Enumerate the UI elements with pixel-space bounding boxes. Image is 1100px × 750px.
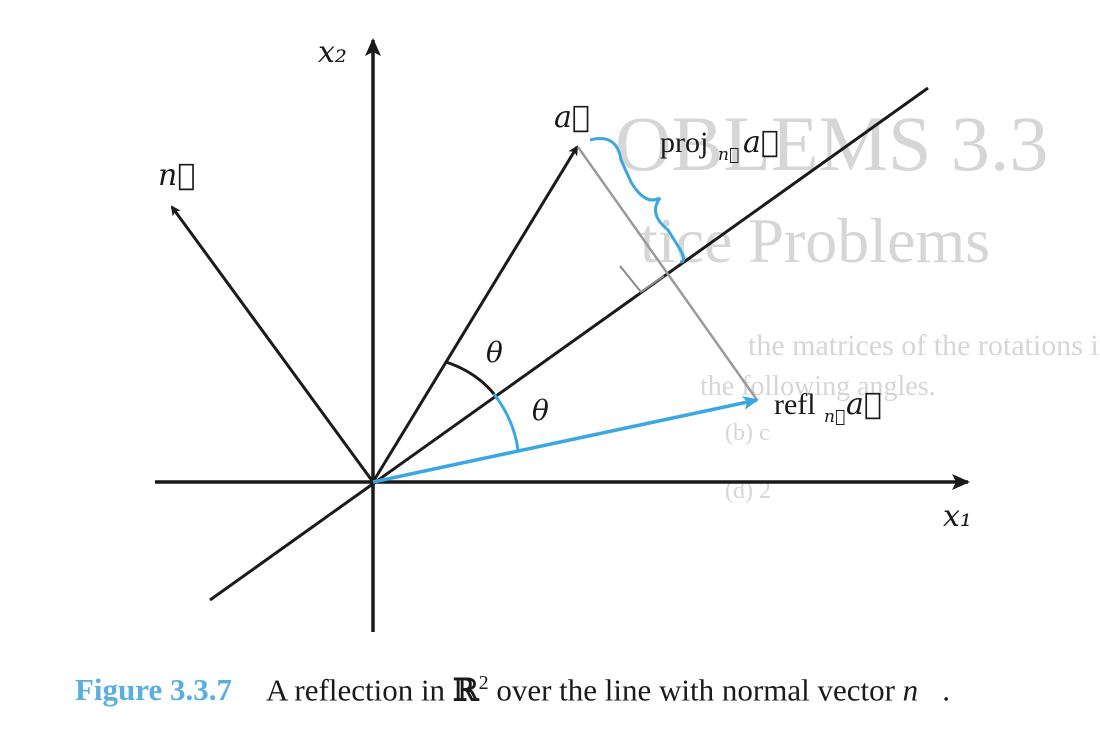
bleed-line-5: (b) c [725,420,770,446]
theta-upper-label: θ [486,336,503,369]
caption-text-after: over the line with normal vector [488,672,903,708]
bleed-line-2: tice Problems [640,205,990,276]
theta-arc-upper [445,360,496,395]
proj-text: proj [660,126,708,159]
bleed-line-3: the matrices of the rotations in the pla… [748,329,1100,362]
refl-subscript: n⃗ [824,407,845,427]
refl-text: refl [774,388,816,421]
caption-power: 2 [478,672,489,694]
reflection-label: refl n⃗ a⃗ [774,387,882,427]
proj-argument: a⃗ [743,125,779,160]
x1-axis-label: x₁ [943,499,972,534]
proj-subscript: n⃗ [718,145,739,165]
projection-brace [589,137,685,264]
caption-vector: n⃗ [902,672,943,708]
caption-field-symbol: ℝ [452,672,479,709]
reflection-line [209,86,929,602]
theta-arc-lower [492,393,520,451]
bleed-line-4: the following angles. [700,371,936,402]
caption-end: . [942,672,951,708]
right-angle-marker [619,265,665,294]
normal-vector-n [170,205,375,483]
background-bleed-text: OBLEMS 3.3 tice Problems the matrices of… [615,100,1100,504]
projection-label: proj n⃗ a⃗ [660,125,779,165]
refl-argument: a⃗ [846,387,882,422]
figure-caption: Figure 3.3.7 A reflection in ℝ2 over the … [75,672,1075,708]
x2-axis-label: x₂ [318,35,347,70]
caption-figure-number: Figure 3.3.7 [75,672,232,708]
theta-lower-label: θ [532,394,549,427]
vector-a-label: a⃗ [554,100,590,135]
bleed-line-1: OBLEMS 3.3 [615,100,1048,187]
vector-a [371,145,579,483]
caption-text-before: A reflection in [266,672,453,708]
projection-segment [576,146,759,401]
vector-n-label: n⃗ [158,158,195,193]
reflected-vector [372,396,759,484]
